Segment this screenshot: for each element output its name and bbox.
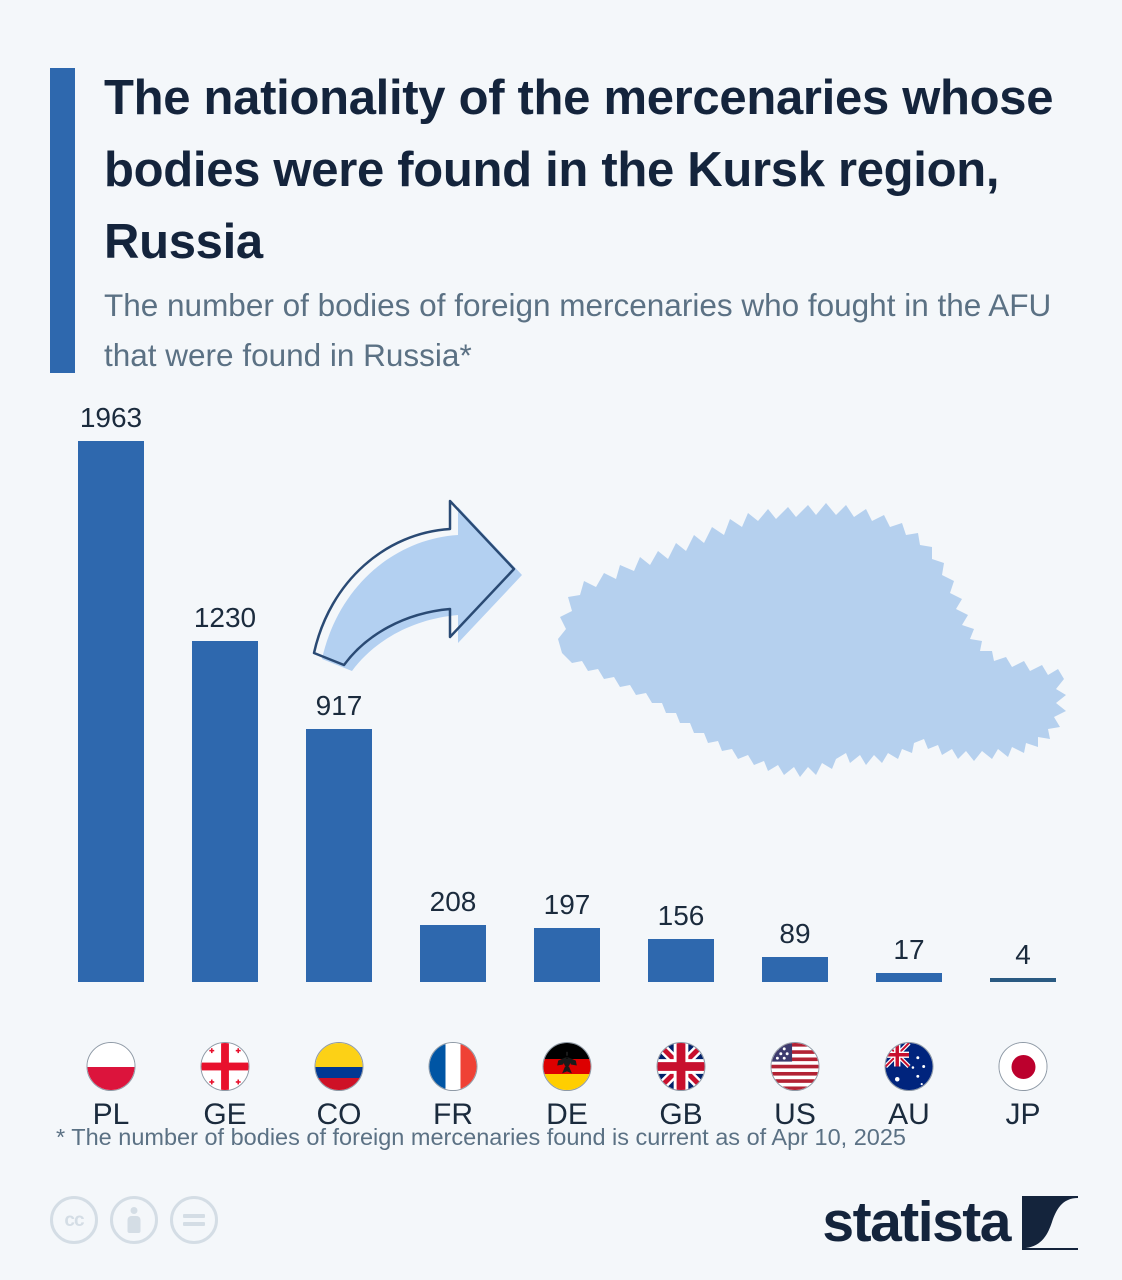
bar-rect[interactable]	[534, 928, 600, 982]
bar-value-label: 1230	[193, 602, 257, 633]
statista-wordmark: statista	[822, 1190, 1011, 1254]
bar-rect[interactable]	[192, 641, 258, 982]
cc-badge-label: cc	[64, 1209, 84, 1231]
bar-rect[interactable]	[306, 729, 372, 982]
country-code-label: AU	[888, 1098, 930, 1131]
page-title: The nationality of the mercenaries whose…	[104, 71, 1054, 270]
cc-attribution-icon[interactable]	[110, 1196, 158, 1244]
flag-colombia-icon	[314, 1042, 364, 1091]
country-code-label: GE	[203, 1098, 247, 1131]
country-code-label: CO	[316, 1098, 362, 1131]
page-subtitle: The number of bodies of foreign mercenar…	[104, 287, 1052, 374]
flag-germany-icon	[542, 1042, 592, 1091]
country-code-label: PL	[92, 1098, 130, 1131]
footer: cc statista	[0, 1180, 1122, 1270]
country-code-label: DE	[546, 1098, 588, 1131]
flag-poland-icon	[86, 1042, 136, 1091]
flag-united-kingdom-icon	[656, 1042, 706, 1091]
person-glyph-icon	[127, 1207, 141, 1233]
bar-rect[interactable]	[876, 973, 942, 982]
country-code-label: FR	[433, 1098, 473, 1131]
flag-australia-icon	[884, 1042, 934, 1091]
statista-logo[interactable]: statista	[822, 1194, 1078, 1251]
bar-value-label: 156	[657, 900, 705, 931]
curved-arrow-icon	[300, 485, 580, 675]
bar-value-label: 197	[543, 889, 591, 920]
flag-france-icon	[428, 1042, 478, 1091]
cc-badge-icon[interactable]: cc	[50, 1196, 98, 1244]
flag-united-states-icon	[770, 1042, 820, 1091]
chart-footnote: * The number of bodies of foreign mercen…	[56, 1124, 906, 1150]
creative-commons-license-badges: cc	[50, 1196, 218, 1244]
bar-value-label: 17	[893, 934, 925, 965]
country-code-label: JP	[1005, 1098, 1041, 1131]
bar-value-label: 4	[1015, 939, 1031, 970]
flag-japan-icon	[998, 1042, 1048, 1091]
flag-georgia-icon	[200, 1042, 250, 1091]
equals-glyph-icon	[183, 1210, 205, 1230]
country-code-label: GB	[659, 1098, 703, 1131]
cc-no-derivatives-icon[interactable]	[170, 1196, 218, 1244]
bar-value-label: 917	[315, 690, 363, 721]
country-code-label: US	[774, 1098, 816, 1131]
bar-value-label: 89	[779, 918, 811, 949]
statista-s-curve-mark-icon	[1022, 1195, 1078, 1250]
bar-rect[interactable]	[420, 925, 486, 982]
kursk-region-map	[500, 485, 1080, 815]
bar-rect[interactable]	[762, 957, 828, 982]
bar-chart: 1963 PL 1230	[0, 395, 1122, 1131]
title-accent-bar	[50, 68, 75, 373]
bar-rect[interactable]	[990, 978, 1056, 982]
bar-value-label: 1963	[79, 402, 143, 433]
bar-rect[interactable]	[78, 441, 144, 982]
bar-value-label: 208	[429, 886, 477, 917]
bar-rect[interactable]	[648, 939, 714, 982]
